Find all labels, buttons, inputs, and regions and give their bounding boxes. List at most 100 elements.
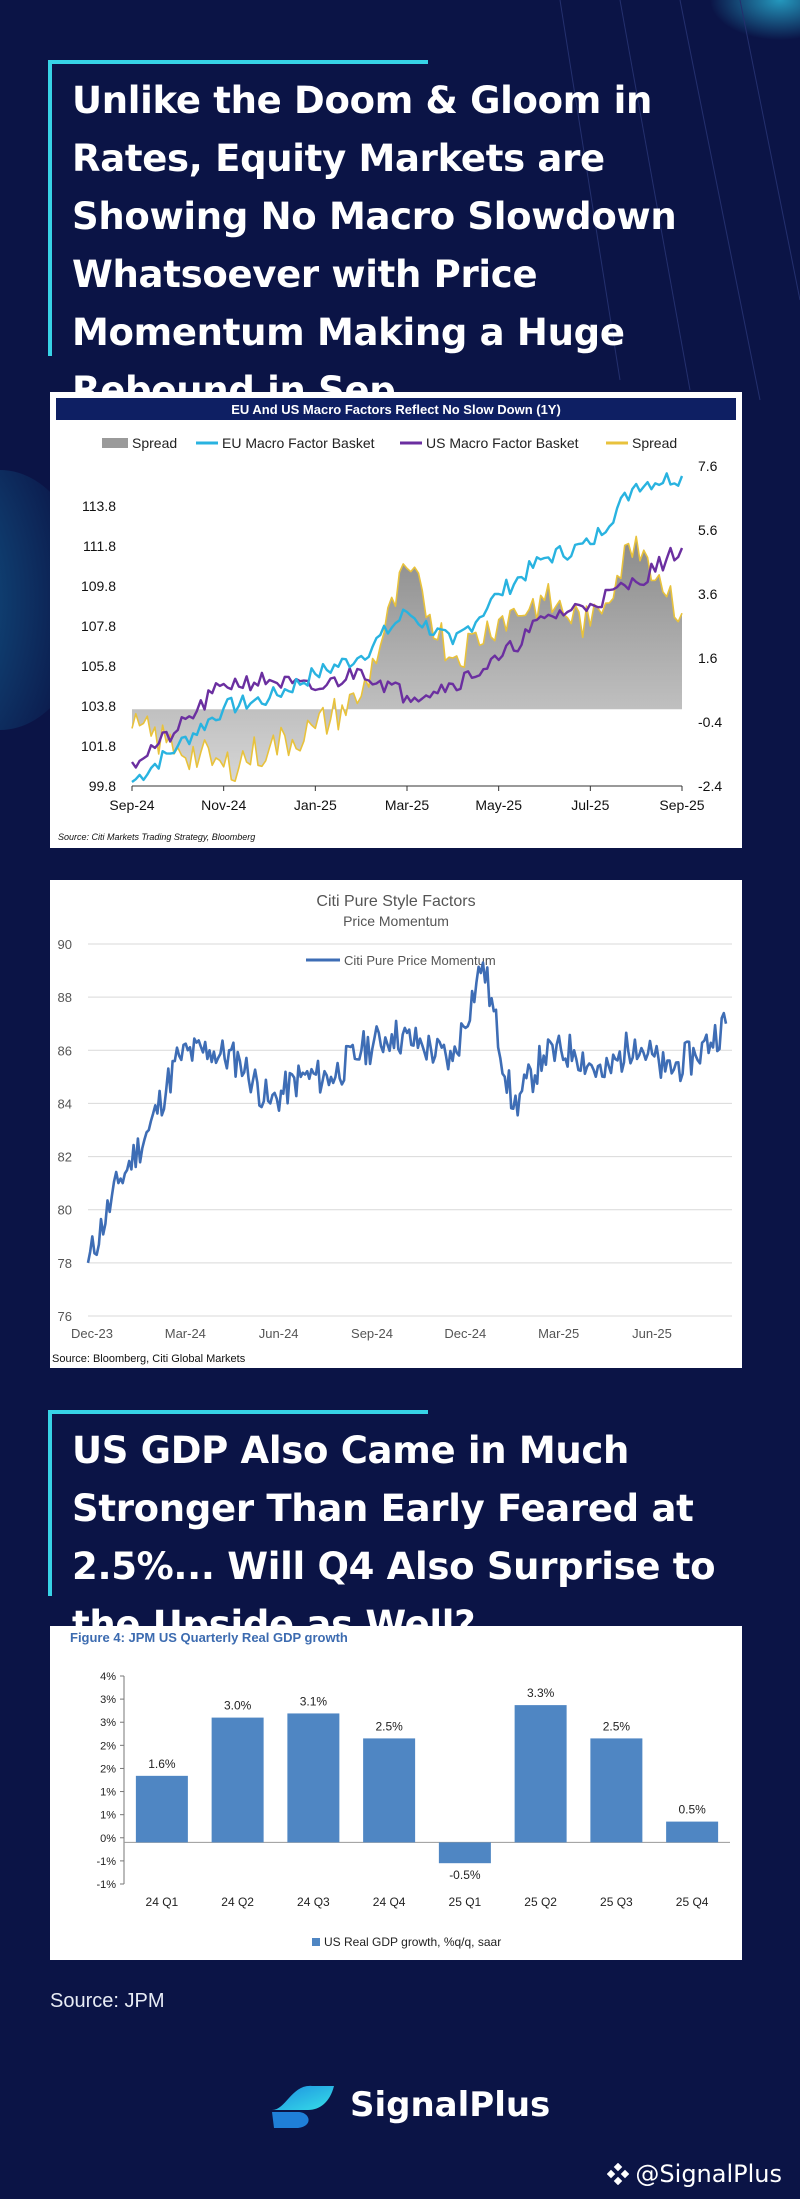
x-tick-label: May-25: [475, 797, 522, 813]
gdp-chart: Figure 4: JPM US Quarterly Real GDP grow…: [70, 1630, 730, 1949]
headline-top-text: Unlike the Doom & Gloom in Rates, Equity…: [72, 79, 677, 412]
gdp-bar: [211, 1717, 264, 1843]
y-tick-label: -1%: [96, 1856, 116, 1868]
y-tick-label: 82: [58, 1150, 72, 1165]
x-tick-label: Mar-24: [165, 1326, 206, 1341]
gdp-data-label: 1.6%: [148, 1757, 176, 1771]
y-right-tick-label: -0.4: [698, 714, 722, 730]
y-tick-label: 1%: [100, 1810, 116, 1822]
macro-factors-chart: EU And US Macro Factors Reflect No Slow …: [56, 398, 736, 842]
y-tick-label: 2%: [100, 1740, 116, 1752]
legend-label: EU Macro Factor Basket: [222, 435, 375, 451]
y-left-tick-label: 103.8: [81, 698, 116, 714]
chart-source: Source: Bloomberg, Citi Global Markets: [52, 1353, 246, 1365]
signalplus-logo-icon: [272, 2085, 334, 2128]
y-tick-label: 2%: [100, 1763, 116, 1775]
y-right-tick-label: -2.4: [698, 778, 722, 794]
legend-label: US Macro Factor Basket: [426, 435, 579, 451]
social-handle[interactable]: @SignalPlus: [607, 2160, 782, 2188]
gdp-data-label: 2.5%: [603, 1719, 631, 1733]
gdp-bar: [135, 1775, 188, 1843]
brand-name: SignalPlus: [350, 2085, 551, 2125]
legend-label: Spread: [132, 435, 177, 451]
gdp-chart-panel: Figure 4: JPM US Quarterly Real GDP grow…: [50, 1626, 742, 1960]
y-left-tick-label: 107.8: [81, 618, 116, 634]
footer-source: Source: JPM: [50, 1990, 165, 2012]
y-right-tick-label: 1.6: [698, 650, 718, 666]
y-tick-label: 84: [58, 1096, 72, 1111]
gdp-bar: [514, 1705, 567, 1843]
gdp-bar: [287, 1713, 340, 1843]
y-left-tick-label: 101.8: [81, 738, 116, 754]
chart-title: Figure 4: JPM US Quarterly Real GDP grow…: [70, 1630, 348, 1645]
gdp-bar: [666, 1821, 719, 1843]
y-right-tick-label: 7.6: [698, 458, 718, 474]
legend-swatch-spread-area: [102, 438, 128, 448]
x-tick-label: 24 Q2: [221, 1895, 254, 1909]
y-tick-label: 3%: [100, 1694, 116, 1706]
macro-factors-chart-panel: EU And US Macro Factors Reflect No Slow …: [50, 392, 742, 848]
x-tick-label: 25 Q3: [600, 1895, 633, 1909]
y-tick-label: 1%: [100, 1787, 116, 1799]
y-left-tick-label: 111.8: [83, 538, 116, 554]
headline-gdp: US GDP Also Came in Much Stronger Than E…: [48, 1410, 768, 1646]
legend-label: US Real GDP growth, %q/q, saar: [324, 1935, 501, 1949]
x-tick-label: Mar-25: [538, 1326, 579, 1341]
y-tick-label: 3%: [100, 1717, 116, 1729]
gdp-data-label: 3.1%: [300, 1694, 328, 1708]
gdp-data-label: 3.0%: [224, 1699, 252, 1713]
y-left-tick-label: 113.8: [82, 498, 116, 514]
chart-title-bar: [56, 398, 736, 420]
diamond-logo-icon: [607, 2163, 630, 2185]
headline-gdp-text: US GDP Also Came in Much Stronger Than E…: [72, 1429, 716, 1646]
chart-subtitle: Price Momentum: [343, 913, 449, 929]
chart-title: Citi Pure Style Factors: [316, 893, 475, 910]
y-tick-label: 80: [58, 1203, 72, 1218]
legend-swatch: [312, 1938, 320, 1946]
x-tick-label: 25 Q4: [676, 1895, 709, 1909]
us-macro-line: [131, 546, 684, 769]
spread-area: [132, 536, 682, 782]
x-tick-label: 24 Q1: [146, 1895, 179, 1909]
brand-logo: SignalPlus: [268, 2080, 550, 2130]
y-left-tick-label: 109.8: [81, 578, 116, 594]
y-tick-label: 88: [58, 990, 72, 1005]
x-tick-label: Sep-24: [109, 797, 154, 813]
y-right-tick-label: 5.6: [698, 522, 718, 538]
y-tick-label: 76: [58, 1309, 72, 1324]
chart-title: EU And US Macro Factors Reflect No Slow …: [231, 402, 561, 417]
gdp-bar: [438, 1842, 491, 1864]
gdp-data-label: 3.3%: [527, 1686, 555, 1700]
y-tick-label: 0%: [100, 1833, 116, 1845]
gdp-bar: [590, 1738, 643, 1843]
x-tick-label: 25 Q1: [449, 1895, 482, 1909]
gdp-bar: [363, 1738, 416, 1843]
x-tick-label: Jun-25: [632, 1326, 672, 1341]
x-tick-label: 24 Q4: [373, 1895, 406, 1909]
chart-source: Source: Citi Markets Trading Strategy, B…: [58, 832, 255, 842]
legend-label: Spread: [632, 435, 677, 451]
social-handle-text: @SignalPlus: [635, 2160, 782, 2188]
spread-line: [131, 535, 683, 782]
headline-top: Unlike the Doom & Gloom in Rates, Equity…: [48, 60, 768, 412]
x-tick-label: Dec-24: [444, 1326, 486, 1341]
legend-label: Citi Pure Price Momentum: [344, 953, 496, 968]
x-tick-label: Jan-25: [294, 797, 337, 813]
y-left-tick-label: 99.8: [89, 778, 116, 794]
x-tick-label: 24 Q3: [297, 1895, 330, 1909]
gdp-data-label: 0.5%: [678, 1803, 706, 1817]
y-tick-label: 86: [58, 1043, 72, 1058]
x-tick-label: Dec-23: [71, 1326, 113, 1341]
x-tick-label: Jun-24: [259, 1326, 299, 1341]
y-tick-label: 90: [58, 937, 72, 952]
x-tick-label: 25 Q2: [524, 1895, 557, 1909]
y-tick-label: 78: [58, 1256, 72, 1271]
x-tick-label: Nov-24: [201, 797, 246, 813]
y-right-tick-label: 3.6: [698, 586, 718, 602]
gdp-data-label: 2.5%: [375, 1719, 403, 1733]
price-momentum-chart: Citi Pure Style Factors Price Momentum 76 7…: [52, 893, 732, 1365]
y-left-tick-label: 105.8: [81, 658, 116, 674]
x-tick-label: Jul-25: [571, 797, 609, 813]
price-momentum-chart-panel: Citi Pure Style Factors Price Momentum 76 7…: [50, 880, 742, 1368]
x-tick-label: Sep-24: [351, 1326, 393, 1341]
